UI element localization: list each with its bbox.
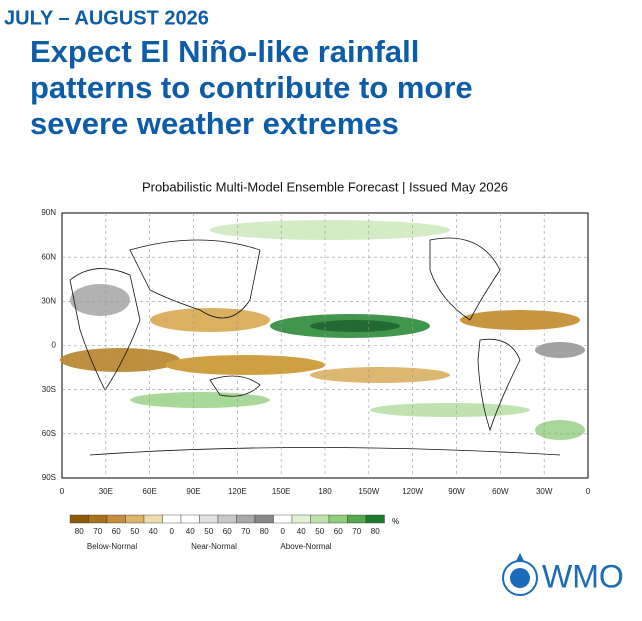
lon-label: 150W — [358, 487, 379, 496]
logo-text: WMO — [542, 558, 624, 594]
blob — [150, 308, 270, 332]
category-label: Near-Normal — [191, 542, 237, 551]
colorbar-label: 70 — [93, 527, 102, 536]
colorbar-label: 80 — [260, 527, 269, 536]
lon-label: 60W — [492, 487, 509, 496]
colorbar-label: 40 — [297, 527, 306, 536]
colorbar-cell — [106, 514, 126, 524]
colorbar-cell — [236, 514, 256, 524]
lat-label: 90N — [41, 208, 56, 217]
colorbar-cell — [180, 514, 200, 524]
colorbar-cell — [217, 514, 237, 524]
headline-line: Expect El Niño-like rainfall — [30, 34, 419, 69]
blob — [310, 367, 450, 383]
category-label: Below-Normal — [87, 542, 137, 551]
colorbar-label: 60 — [112, 527, 121, 536]
blob — [210, 220, 450, 240]
colorbar-cell — [273, 514, 293, 524]
colorbar-label: 0 — [170, 527, 175, 536]
colorbar-label: 40 — [186, 527, 195, 536]
lat-label: 90S — [42, 473, 56, 482]
lat-label: 0 — [52, 341, 57, 350]
lon-label: 90W — [448, 487, 465, 496]
colorbar-cell — [328, 514, 348, 524]
colorbar-label: 80 — [371, 527, 380, 536]
colorbar-label: 80 — [75, 527, 84, 536]
lon-label: 30E — [99, 487, 113, 496]
colorbar-label: 50 — [315, 527, 324, 536]
colorbar-cell — [162, 514, 182, 524]
lat-label: 60S — [42, 429, 56, 438]
wmo-emblem — [502, 553, 538, 596]
map-title: Probabilistic Multi-Model Ensemble Forec… — [142, 179, 508, 194]
blob — [70, 284, 130, 316]
colorbar-label: 70 — [241, 527, 250, 536]
colorbar-cell — [88, 514, 108, 524]
blob — [535, 342, 585, 358]
colorbar-cell — [69, 514, 89, 524]
lon-label: 0 — [60, 487, 65, 496]
lon-label: 180 — [318, 487, 332, 496]
period: JULY – AUGUST 2026 — [4, 7, 209, 29]
colorbar-unit: % — [392, 517, 399, 526]
coastlines — [69, 237, 561, 456]
colorbar-label: 70 — [352, 527, 361, 536]
colorbar-label: 60 — [223, 527, 232, 536]
colorbar: 80 70 60 50 40 0 40 50 60 70 80 0 40 50 60 70 80 — [69, 514, 385, 536]
lon-label: 30W — [536, 487, 553, 496]
category-label: Above-Normal — [280, 542, 331, 551]
grid — [62, 213, 588, 478]
colorbar-cell — [125, 514, 145, 524]
blob — [165, 355, 325, 375]
lon-label: 0 — [586, 487, 591, 496]
colorbar-label: 50 — [130, 527, 139, 536]
colorbar-cell — [143, 514, 163, 524]
colorbar-cell — [347, 514, 367, 524]
lon-label: 120W — [402, 487, 423, 496]
lon-label: 150E — [272, 487, 291, 496]
map — [60, 212, 589, 479]
colorbar-cell — [254, 514, 274, 524]
lon-label: 120E — [228, 487, 247, 496]
lat-label: 30N — [41, 296, 56, 305]
blob — [60, 348, 180, 372]
headline-line: patterns to contribute to more — [30, 70, 473, 105]
lon-label: 90E — [186, 487, 200, 496]
colorbar-label: 40 — [149, 527, 158, 536]
headline-line: severe weather extremes — [30, 106, 399, 141]
blob — [370, 403, 530, 417]
colorbar-label: 0 — [281, 527, 286, 536]
colorbar-label: 50 — [204, 527, 213, 536]
colorbar-cell — [310, 514, 330, 524]
blob — [130, 392, 270, 408]
blob — [535, 420, 585, 440]
forecast-field — [60, 220, 585, 440]
colorbar-cell — [291, 514, 311, 524]
colorbar-label: 60 — [334, 527, 343, 536]
lon-label: 60E — [143, 487, 157, 496]
lat-label: 30S — [42, 385, 56, 394]
colorbar-cell — [199, 514, 219, 524]
blob — [460, 310, 580, 330]
lat-label: 60N — [41, 252, 56, 261]
colorbar-cell — [365, 514, 385, 524]
blob — [310, 320, 400, 332]
